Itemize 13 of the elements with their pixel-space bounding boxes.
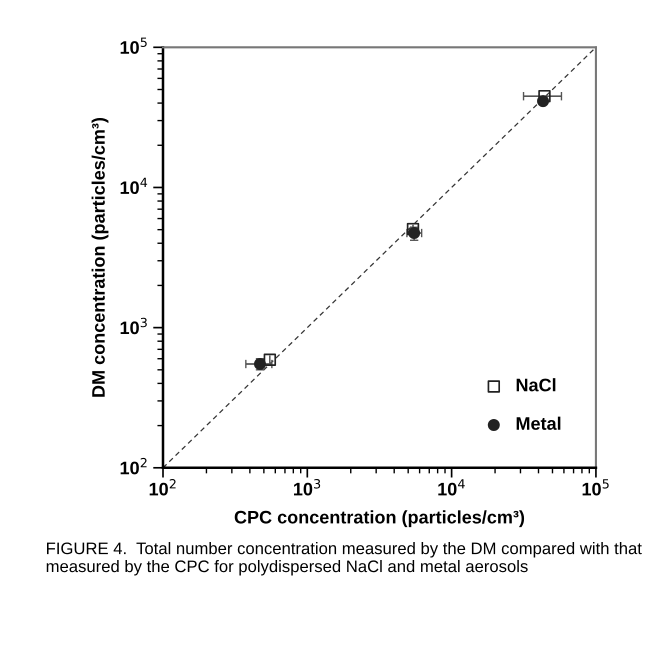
x-tick-label: 10$^{3}$ (294, 479, 320, 496)
x-axis-title: CPC concentration (particles/cm³) (234, 510, 524, 528)
y-tick-label: 10$^{3}$ (120, 318, 147, 334)
y-tick-label: 10$^{4}$ (120, 178, 148, 194)
x-tick-label: 10$^{5}$ (582, 479, 609, 496)
caption: FIGURE 4. Total number concentration measured by the DM compared with that measured by the CPC for polydispersed NaCl and metal aerosols (46, 542, 642, 576)
legend-label: NaCl (516, 378, 556, 392)
x-tick-label: 10$^{2}$ (150, 479, 176, 496)
legend-label: Metal (516, 416, 560, 430)
y-axis-title: DM concentration (particles/cm³) (92, 118, 108, 397)
y-tick-label: 10$^{5}$ (120, 38, 147, 54)
y-tick-label: 10$^{2}$ (120, 458, 147, 474)
x-tick-label: 10$^{4}$ (438, 479, 465, 496)
